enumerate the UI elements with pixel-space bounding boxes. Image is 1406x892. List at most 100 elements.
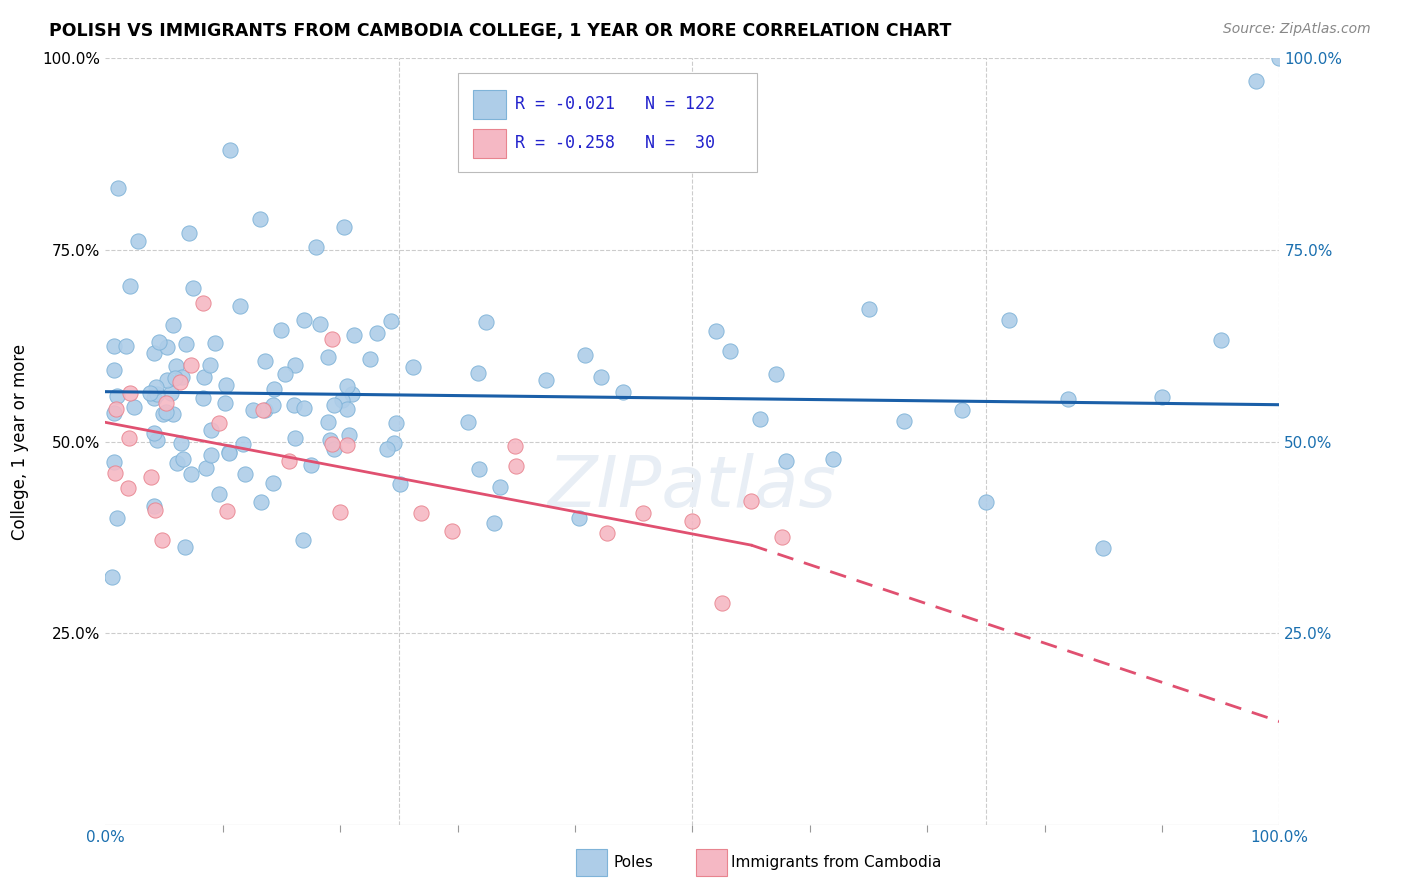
Point xyxy=(385,416,408,430)
Point xyxy=(337,428,360,442)
Point xyxy=(103,339,125,353)
Point xyxy=(329,505,352,519)
Point xyxy=(475,315,498,329)
Point xyxy=(330,393,353,408)
Point xyxy=(893,414,915,428)
Text: POLISH VS IMMIGRANTS FROM CAMBODIA COLLEGE, 1 YEAR OR MORE CORRELATION CHART: POLISH VS IMMIGRANTS FROM CAMBODIA COLLE… xyxy=(49,22,952,40)
Point xyxy=(155,396,177,410)
Point xyxy=(170,436,193,450)
Point xyxy=(308,318,330,332)
Point xyxy=(215,504,238,518)
Point xyxy=(145,380,167,394)
Y-axis label: College, 1 year or more: College, 1 year or more xyxy=(11,343,28,540)
Point xyxy=(591,370,613,384)
Point xyxy=(336,378,359,392)
Point xyxy=(468,461,491,475)
Point xyxy=(232,437,254,451)
Point xyxy=(115,339,138,353)
Point xyxy=(336,437,359,451)
Point xyxy=(292,312,315,326)
Point xyxy=(292,401,315,415)
Point xyxy=(215,377,238,392)
Point xyxy=(336,402,359,417)
Text: ZIPatlas: ZIPatlas xyxy=(548,453,837,522)
Point xyxy=(104,466,127,480)
Point xyxy=(278,454,301,468)
Point xyxy=(138,385,160,400)
Point xyxy=(998,313,1021,327)
Point xyxy=(568,511,591,525)
Point xyxy=(262,476,284,491)
Point xyxy=(143,346,166,360)
Point xyxy=(139,470,162,484)
Point xyxy=(155,340,177,354)
Point xyxy=(191,392,214,406)
Point xyxy=(103,454,125,468)
Point xyxy=(323,398,346,412)
Point xyxy=(274,367,297,381)
Point xyxy=(145,387,167,401)
Point xyxy=(482,516,505,530)
Text: R = -0.021   N = 122: R = -0.021 N = 122 xyxy=(515,95,716,113)
Point xyxy=(105,511,128,525)
Point xyxy=(765,367,787,381)
Point xyxy=(340,386,363,401)
Point xyxy=(631,506,654,520)
Point xyxy=(195,461,218,475)
Point xyxy=(305,240,328,254)
Point xyxy=(155,405,177,419)
Point xyxy=(103,362,125,376)
Point xyxy=(193,369,215,384)
Point xyxy=(952,402,974,417)
Point xyxy=(162,318,184,332)
Point xyxy=(233,467,256,481)
Point xyxy=(143,502,166,516)
Point xyxy=(218,445,240,459)
Point xyxy=(858,301,880,316)
Point xyxy=(165,359,187,374)
Point xyxy=(382,435,405,450)
Point xyxy=(198,359,221,373)
Point xyxy=(505,459,527,474)
Point xyxy=(388,477,411,491)
Point xyxy=(169,375,191,389)
Point xyxy=(380,314,402,328)
Point xyxy=(107,181,129,195)
Point xyxy=(173,540,195,554)
Point xyxy=(974,494,997,508)
Point xyxy=(332,219,354,234)
Point xyxy=(142,391,165,405)
FancyBboxPatch shape xyxy=(458,73,756,171)
Point xyxy=(249,212,271,227)
Point xyxy=(122,401,145,415)
Point xyxy=(166,456,188,470)
Point xyxy=(103,406,125,420)
Point xyxy=(242,402,264,417)
Point xyxy=(318,433,340,447)
Point xyxy=(263,383,285,397)
Point xyxy=(321,332,343,346)
Text: Immigrants from Cambodia: Immigrants from Cambodia xyxy=(731,855,942,870)
Point xyxy=(120,385,142,400)
FancyBboxPatch shape xyxy=(472,128,506,158)
Point xyxy=(536,373,558,387)
Point xyxy=(740,494,762,508)
Point xyxy=(118,279,141,293)
Point xyxy=(200,449,222,463)
Point xyxy=(704,324,727,338)
Point xyxy=(270,323,292,337)
Text: R = -0.258   N =  30: R = -0.258 N = 30 xyxy=(515,134,716,153)
Point xyxy=(574,348,596,362)
Point xyxy=(262,398,284,412)
Point xyxy=(457,415,479,429)
Point xyxy=(172,370,194,384)
Point xyxy=(322,442,344,457)
Point xyxy=(252,403,274,417)
Point xyxy=(283,398,305,412)
Point xyxy=(359,352,381,367)
Point xyxy=(823,452,845,467)
Point xyxy=(595,525,617,540)
Text: Source: ZipAtlas.com: Source: ZipAtlas.com xyxy=(1223,22,1371,37)
Point xyxy=(770,530,793,544)
Point xyxy=(228,300,250,314)
